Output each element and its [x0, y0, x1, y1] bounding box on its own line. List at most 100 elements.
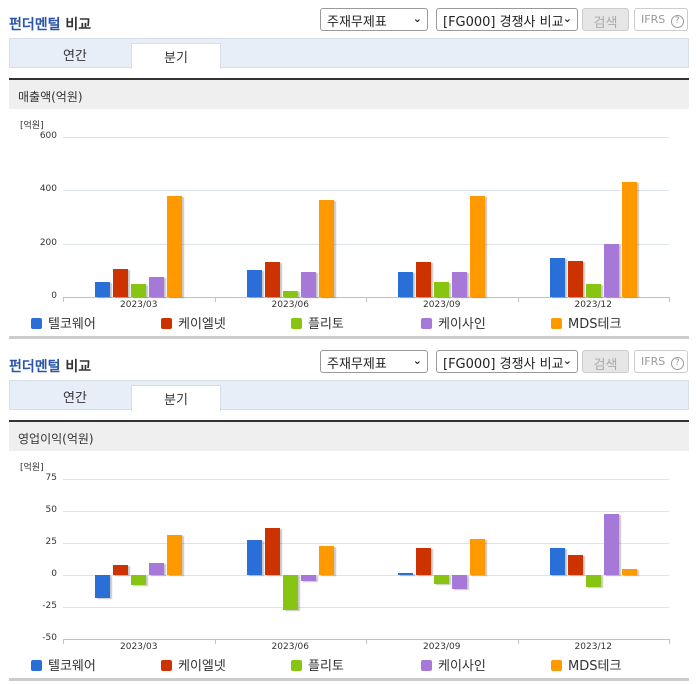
bar-3-4[interactable] — [621, 181, 637, 297]
y-tick-label: -25 — [42, 601, 57, 611]
bar-1-3[interactable] — [300, 575, 316, 582]
bar-0-4[interactable] — [167, 196, 183, 297]
group-select[interactable]: [FG000] 경쟁사 비교 ⌄ — [436, 8, 578, 31]
x-tick-label: 2023/09 — [423, 300, 461, 310]
bar-2-1[interactable] — [416, 262, 432, 297]
tab-annual[interactable]: 연간 — [63, 391, 87, 406]
ifrs-button[interactable]: IFRS ? — [634, 350, 688, 373]
legend-label: MDS테크 — [568, 317, 622, 332]
bar-0-3[interactable] — [149, 563, 165, 575]
legend-item[interactable]: 케이사인 — [421, 313, 486, 332]
bar-3-3[interactable] — [603, 243, 619, 297]
legend-label: 케이엘넷 — [178, 317, 226, 332]
bar-3-2[interactable] — [585, 284, 601, 297]
bar-0-3[interactable] — [149, 277, 165, 297]
bar-3-0[interactable] — [549, 548, 565, 575]
bar-0-4[interactable] — [167, 535, 183, 575]
bar-2-3[interactable] — [452, 575, 468, 590]
gridline — [63, 137, 669, 138]
legend-item[interactable]: 텔코웨어 — [31, 313, 96, 332]
bar-3-3[interactable] — [603, 513, 619, 575]
statement-select[interactable]: 주재무제표 ⌄ — [320, 8, 428, 31]
legend-swatch-icon — [161, 318, 172, 329]
legend-item[interactable]: 플리토 — [291, 313, 344, 332]
bar-2-3[interactable] — [452, 272, 468, 297]
bar-1-2[interactable] — [282, 290, 298, 297]
bar-1-1[interactable] — [264, 261, 280, 297]
bar-0-1[interactable] — [113, 564, 129, 575]
x-tick — [63, 297, 64, 302]
bar-1-4[interactable] — [318, 200, 334, 297]
bar-0-2[interactable] — [131, 284, 147, 297]
statement-select[interactable]: 주재무제표 ⌄ — [320, 350, 428, 373]
tab-annual[interactable]: 연간 — [63, 49, 87, 64]
chart-legend: 텔코웨어 케이엘넷 플리토 케이사인 MDS테크 — [9, 655, 689, 674]
bar-3-1[interactable] — [567, 554, 583, 575]
help-icon[interactable]: ? — [670, 357, 684, 370]
group-select-value: [FG000] 경쟁사 비교 — [443, 15, 564, 30]
legend-label: 케이엘넷 — [178, 659, 226, 674]
legend-item[interactable]: 케이사인 — [421, 655, 486, 674]
bar-1-0[interactable] — [246, 540, 262, 575]
y-tick-label: 600 — [39, 131, 57, 141]
legend-item[interactable]: MDS테크 — [551, 655, 621, 674]
bar-2-1[interactable] — [416, 548, 432, 575]
panel-bottom-divider — [9, 678, 689, 681]
bar-1-3[interactable] — [300, 271, 316, 297]
bar-1-2[interactable] — [282, 575, 298, 610]
title-part1: 펀더멘털 — [9, 359, 61, 375]
ifrs-label: IFRS — [641, 13, 666, 26]
legend-item[interactable]: 플리토 — [291, 655, 344, 674]
bar-2-0[interactable] — [398, 271, 414, 297]
help-icon[interactable]: ? — [670, 15, 684, 28]
gridline — [63, 190, 669, 192]
bar-0-0[interactable] — [95, 575, 111, 599]
bar-3-1[interactable] — [567, 261, 583, 297]
bar-0-0[interactable] — [95, 282, 111, 297]
section-title: 영업이익(억원) — [9, 420, 689, 451]
chevron-down-icon: ⌄ — [562, 354, 572, 367]
bar-2-4[interactable] — [470, 196, 486, 297]
panel-header: 펀더멘털 비교 주재무제표 ⌄ [FG000] 경쟁사 비교 ⌄ 검색 IFRS… — [0, 0, 696, 40]
x-tick-label: 2023/06 — [271, 642, 309, 652]
page-title: 펀더멘털 비교 — [9, 356, 91, 376]
legend-swatch-icon — [291, 660, 302, 671]
chevron-down-icon: ⌄ — [562, 12, 572, 25]
x-tick-label: 2023/03 — [120, 300, 158, 310]
panel-bottom-divider — [9, 336, 689, 339]
bar-chart: [억원] 0 200 400 600 2023/03 2023/06 2023/09 2023/… — [9, 112, 689, 337]
bar-2-2[interactable] — [434, 282, 450, 297]
y-axis-unit: [억원] — [20, 121, 44, 131]
tab-quarterly[interactable]: 분기 — [131, 385, 221, 411]
bar-2-2[interactable] — [434, 575, 450, 584]
legend-label: 텔코웨어 — [48, 317, 96, 332]
search-button[interactable]: 검색 — [582, 8, 629, 31]
legend-swatch-icon — [551, 660, 562, 671]
bar-0-2[interactable] — [131, 575, 147, 586]
x-tick — [214, 639, 216, 644]
panel-header: 펀더멘털 비교 주재무제표 ⌄ [FG000] 경쟁사 비교 ⌄ 검색 IFRS… — [0, 342, 696, 382]
bar-2-0[interactable] — [398, 573, 414, 575]
legend-swatch-icon — [31, 318, 42, 329]
gridline — [63, 511, 669, 512]
search-button[interactable]: 검색 — [582, 350, 629, 373]
legend-item[interactable]: 텔코웨어 — [31, 655, 96, 674]
ifrs-button[interactable]: IFRS ? — [634, 8, 688, 31]
gridline — [63, 479, 669, 480]
title-part2: 비교 — [65, 17, 92, 33]
bar-1-0[interactable] — [246, 269, 262, 297]
legend-item[interactable]: 케이엘넷 — [161, 655, 226, 674]
bar-1-1[interactable] — [264, 527, 280, 575]
bar-1-4[interactable] — [318, 545, 334, 575]
tab-quarterly[interactable]: 분기 — [131, 43, 221, 69]
group-select[interactable]: [FG000] 경쟁사 비교 ⌄ — [436, 350, 578, 373]
bar-3-2[interactable] — [585, 575, 601, 587]
gridline — [63, 243, 669, 245]
bar-2-4[interactable] — [470, 539, 486, 575]
legend-item[interactable]: 케이엘넷 — [161, 313, 226, 332]
bar-3-0[interactable] — [549, 257, 565, 297]
legend-item[interactable]: MDS테크 — [551, 313, 621, 332]
bar-0-1[interactable] — [113, 269, 129, 297]
bar-3-4[interactable] — [621, 568, 637, 575]
section-title: 매출액(억원) — [9, 78, 689, 109]
